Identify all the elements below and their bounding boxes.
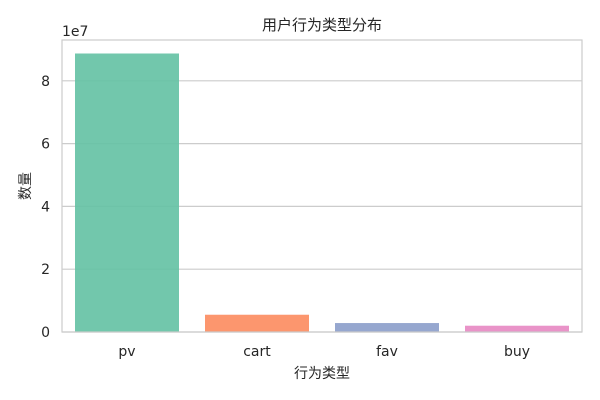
bar-cart xyxy=(205,314,309,332)
y-axis-label: 数量 xyxy=(18,172,34,200)
x-tick-label-fav: fav xyxy=(376,344,398,360)
y-tick-label: 0 xyxy=(41,325,50,341)
y-tick-label: 4 xyxy=(41,199,50,215)
bar-fav xyxy=(335,323,439,332)
x-tick-label-cart: cart xyxy=(243,344,271,360)
bar-buy xyxy=(465,325,569,332)
chart-title: 用户行为类型分布 xyxy=(262,16,382,34)
y-tick-labels: 0 2 4 6 8 xyxy=(41,74,50,341)
y-tick-label: 2 xyxy=(41,262,50,278)
x-tick-labels: pv cart fav buy xyxy=(118,344,530,360)
x-tick-label-pv: pv xyxy=(118,344,135,360)
x-axis-label: 行为类型 xyxy=(294,366,350,382)
bars xyxy=(75,53,569,333)
y-tick-label: 6 xyxy=(41,137,50,153)
y-axis-offset-label: 1e7 xyxy=(62,24,88,40)
plot-frame xyxy=(61,39,583,333)
y-tick-label: 8 xyxy=(41,74,50,90)
x-tick-label-buy: buy xyxy=(504,344,530,360)
bar-pv xyxy=(75,53,179,333)
